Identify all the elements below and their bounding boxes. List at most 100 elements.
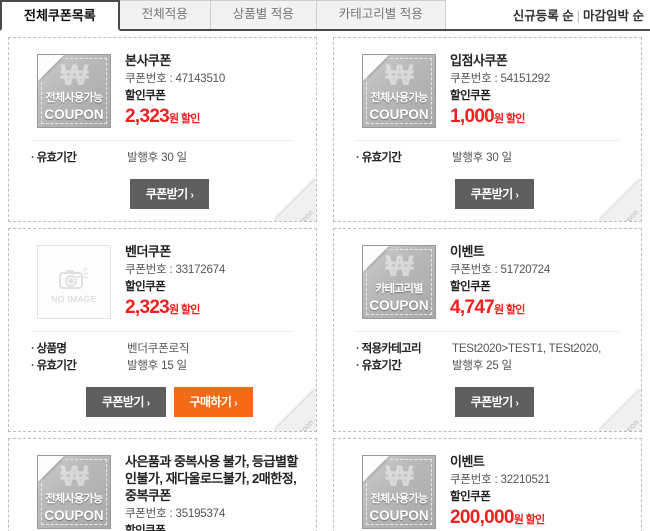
get-coupon-button-label: 쿠폰받기	[145, 187, 188, 201]
coupon-info: 본사쿠폰 쿠폰번호 : 47143510 할인쿠폰 2,323원 할인	[125, 48, 308, 131]
coupon-badge-icon: ₩ 전체사용가능 COUPON	[37, 54, 111, 128]
badge-fold-corner-icon	[38, 456, 64, 482]
coupon-badge-icon: ₩ 전체사용가능 COUPON	[362, 54, 436, 128]
get-coupon-button[interactable]: 쿠폰받기 ›	[86, 387, 166, 417]
tab-bar: 전체쿠폰목록 전체적용 상품별 적용 카테고리별 적용 신규등록 순 | 마감임박 …	[0, 0, 650, 31]
camera-icon	[59, 267, 89, 297]
chevron-right-icon: ›	[515, 398, 519, 409]
coupon-info: 이벤트 쿠폰번호 : 51720724 할인쿠폰 4,747원 할인	[450, 239, 633, 322]
coupon-card-header: NO IMAGE 벤더쿠폰 쿠폰번호 : 33172674 할인쿠폰 2,323원 할인	[17, 239, 308, 322]
badge-coupon-label: COUPON	[44, 107, 104, 122]
coupon-type-label: 할인쿠폰	[125, 525, 166, 531]
coupon-card-wrapper: ₩ 전체사용가능 COUPON 사은품과 중복사용 불가, 등급별할인불가, 재다울로…	[0, 432, 325, 531]
coupon-info: 사은품과 중복사용 불가, 등급별할인불가, 재다울로드불가, 2매한정, 중복…	[125, 449, 308, 531]
coupon-card-wrapper: ₩ 전체사용가능 COUPON 본사쿠폰 쿠폰번호 : 47143510 할인쿠폰 2,32…	[0, 31, 325, 222]
coupon-meta-label: 적용카테고리	[356, 341, 452, 358]
discount-amount-unit: 원 할인	[169, 113, 200, 125]
badge-scope-label: 전체사용가능	[45, 493, 103, 505]
page-fold-watermark: coupon	[614, 417, 640, 432]
get-coupon-button[interactable]: 쿠폰받기 ›	[454, 179, 535, 209]
coupon-grid: ₩ 전체사용가능 COUPON 본사쿠폰 쿠폰번호 : 47143510 할인쿠폰 2,32…	[0, 31, 650, 531]
badge-coupon-label: COUPON	[44, 508, 104, 523]
card-divider	[356, 331, 619, 332]
badge-fold-corner-icon	[363, 456, 389, 482]
coupon-card-header: ₩ 카테고리별 COUPON 이벤트 쿠폰번호 : 51720724 할인쿠폰 4,747원…	[342, 239, 633, 322]
badge-fold-corner-icon	[363, 246, 389, 272]
get-coupon-button[interactable]: 쿠폰받기 ›	[129, 179, 210, 209]
coupon-card-wrapper: ₩ 전체사용가능 COUPON 입점사쿠폰 쿠폰번호 : 54151292 할인쿠폰 1,0…	[325, 31, 650, 222]
tab-apply-by-product[interactable]: 상품별 적용	[209, 0, 317, 29]
coupon-type-label: 할인쿠폰	[450, 281, 491, 293]
get-coupon-button-label: 쿠폰받기	[470, 187, 513, 201]
badge-coupon-label: COUPON	[369, 107, 429, 122]
coupon-meta-value: 발행후 15 일	[127, 360, 187, 372]
discount-amount-value: 4,747	[450, 297, 495, 318]
coupon-card[interactable]: ₩ 전체사용가능 COUPON 본사쿠폰 쿠폰번호 : 47143510 할인쿠폰 2,32…	[8, 37, 317, 222]
discount-amount-value: 200,000	[450, 507, 514, 528]
coupon-badge-icon: ₩ 카테고리별 COUPON	[362, 245, 436, 319]
coupon-info: 벤더쿠폰 쿠폰번호 : 33172674 할인쿠폰 2,323원 할인	[125, 239, 308, 322]
badge-coupon-label: COUPON	[369, 508, 429, 523]
coupon-card[interactable]: ₩ 전체사용가능 COUPON 사은품과 중복사용 불가, 등급별할인불가, 재다울로…	[8, 438, 317, 531]
coupon-type-label: 할인쿠폰	[450, 90, 491, 102]
no-image-placeholder: NO IMAGE	[37, 245, 111, 319]
tab-apply-by-category[interactable]: 카테고리별 적용	[315, 0, 446, 29]
buy-now-button-label: 구매하기	[189, 395, 232, 409]
coupon-meta-label: 유효기간	[31, 150, 127, 167]
badge-scope-label: 전체사용가능	[45, 92, 103, 104]
coupon-card[interactable]: ₩ 카테고리별 COUPON 이벤트 쿠폰번호 : 51720724 할인쿠폰 4,747원…	[333, 228, 642, 432]
badge-scope-label: 전체사용가능	[370, 92, 428, 104]
won-symbol-icon: ₩	[60, 460, 88, 493]
coupon-number: 쿠폰번호 : 54151292	[450, 73, 551, 85]
badge-scope-label: 전체사용가능	[370, 493, 428, 505]
badge-inner-dashed-border	[41, 459, 107, 525]
won-symbol-icon: ₩	[60, 59, 88, 92]
coupon-meta-value: TESt2020>TEST1, TESt2020,	[452, 343, 602, 355]
won-symbol-icon: ₩	[385, 250, 413, 283]
coupon-meta-label: 유효기간	[356, 358, 452, 375]
buy-now-button[interactable]: 구매하기 ›	[173, 387, 253, 417]
coupon-card-header: ₩ 전체사용가능 COUPON 본사쿠폰 쿠폰번호 : 47143510 할인쿠폰 2,32…	[17, 48, 308, 131]
discount-amount-value: 1,000	[450, 106, 495, 127]
coupon-card[interactable]: ₩ 전체사용가능 COUPON 이벤트 쿠폰번호 : 32210521 할인쿠폰 200,0…	[333, 438, 642, 531]
sort-separator: |	[576, 9, 581, 23]
tab-all-coupon-list[interactable]: 전체쿠폰목록	[0, 0, 120, 31]
coupon-info: 입점사쿠폰 쿠폰번호 : 54151292 할인쿠폰 1,000원 할인	[450, 48, 633, 131]
page-fold-watermark: coupon	[289, 207, 315, 222]
discount-amount: 200,000원 할인	[450, 506, 633, 531]
get-coupon-button-label: 쿠폰받기	[470, 395, 513, 409]
coupon-badge-icon: ₩ 전체사용가능 COUPON	[37, 455, 111, 529]
coupon-badge-icon: ₩ 전체사용가능 COUPON	[362, 455, 436, 529]
sort-newest-link[interactable]: 신규등록 순	[512, 9, 574, 23]
coupon-action-row: 쿠폰받기 ›	[342, 387, 633, 417]
coupon-title: 벤더쿠폰	[125, 244, 171, 259]
tab-apply-all[interactable]: 전체적용	[118, 0, 211, 29]
get-coupon-button[interactable]: 쿠폰받기 ›	[454, 387, 535, 417]
coupon-card[interactable]: ₩ 전체사용가능 COUPON 입점사쿠폰 쿠폰번호 : 54151292 할인쿠폰 1,0…	[333, 37, 642, 222]
coupon-number: 쿠폰번호 : 47143510	[125, 73, 226, 85]
badge-inner-dashed-border	[366, 58, 432, 124]
coupon-meta-value: 발행후 25 일	[452, 360, 512, 372]
coupon-title: 사은품과 중복사용 불가, 등급별할인불가, 재다울로드불가, 2매한정, 중복…	[125, 454, 298, 503]
badge-inner-dashed-border	[366, 459, 432, 525]
coupon-card[interactable]: NO IMAGE 벤더쿠폰 쿠폰번호 : 33172674 할인쿠폰 2,323원 할인…	[8, 228, 317, 432]
coupon-meta-value: 발행후 30 일	[452, 152, 512, 164]
card-divider	[31, 140, 294, 141]
sort-expiring-link[interactable]: 마감임박 순	[583, 9, 644, 23]
badge-fold-corner-icon	[38, 55, 64, 81]
coupon-card-header: ₩ 전체사용가능 COUPON 사은품과 중복사용 불가, 등급별할인불가, 재다울로…	[17, 449, 308, 531]
badge-fold-corner-icon	[363, 55, 389, 81]
coupon-number: 쿠폰번호 : 32210521	[450, 474, 551, 486]
chevron-right-icon: ›	[190, 190, 194, 201]
card-divider	[31, 331, 294, 332]
coupon-card-wrapper: ₩ 카테고리별 COUPON 이벤트 쿠폰번호 : 51720724 할인쿠폰 4,747원…	[325, 222, 650, 432]
badge-inner-dashed-border	[366, 249, 432, 315]
coupon-number: 쿠폰번호 : 51720724	[450, 264, 551, 276]
discount-amount: 4,747원 할인	[450, 296, 633, 322]
discount-amount-unit: 원 할인	[494, 304, 525, 316]
